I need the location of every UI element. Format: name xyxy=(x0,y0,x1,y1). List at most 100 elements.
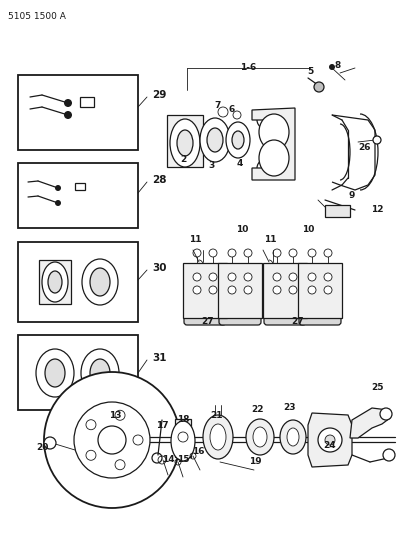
Circle shape xyxy=(64,111,72,119)
Circle shape xyxy=(313,82,323,92)
Circle shape xyxy=(44,372,180,508)
Text: 2: 2 xyxy=(180,156,186,165)
Ellipse shape xyxy=(177,130,193,156)
Ellipse shape xyxy=(42,262,68,302)
Text: 10: 10 xyxy=(235,225,247,235)
Ellipse shape xyxy=(202,415,232,459)
Circle shape xyxy=(227,286,236,294)
Text: 6: 6 xyxy=(228,106,234,115)
Circle shape xyxy=(227,249,236,257)
Text: 30: 30 xyxy=(152,263,166,273)
Text: 1-6: 1-6 xyxy=(239,63,256,72)
Ellipse shape xyxy=(81,349,119,397)
Circle shape xyxy=(227,273,236,281)
Ellipse shape xyxy=(209,424,225,450)
Text: 23: 23 xyxy=(283,403,296,413)
Text: 19: 19 xyxy=(248,457,261,466)
Text: 17: 17 xyxy=(155,421,168,430)
Text: 14: 14 xyxy=(161,456,174,464)
Circle shape xyxy=(44,437,56,449)
Text: 5: 5 xyxy=(306,68,312,77)
Circle shape xyxy=(209,273,216,281)
Circle shape xyxy=(307,249,315,257)
Bar xyxy=(80,97,94,107)
Ellipse shape xyxy=(207,128,222,152)
Circle shape xyxy=(307,286,315,294)
Ellipse shape xyxy=(245,419,273,455)
Text: 31: 31 xyxy=(152,353,166,363)
Text: 20: 20 xyxy=(36,443,48,453)
Ellipse shape xyxy=(200,118,229,162)
Circle shape xyxy=(64,99,72,107)
Circle shape xyxy=(379,408,391,420)
Text: 24: 24 xyxy=(323,440,335,449)
Text: 25: 25 xyxy=(371,384,383,392)
Circle shape xyxy=(324,435,334,445)
Circle shape xyxy=(328,64,334,70)
Bar xyxy=(218,263,261,318)
Text: 10: 10 xyxy=(301,225,313,235)
Ellipse shape xyxy=(258,140,288,176)
Circle shape xyxy=(317,428,341,452)
Ellipse shape xyxy=(279,420,305,454)
Circle shape xyxy=(288,249,296,257)
FancyBboxPatch shape xyxy=(298,297,340,325)
Circle shape xyxy=(288,286,296,294)
Bar xyxy=(175,419,191,457)
Circle shape xyxy=(178,432,188,442)
Text: 11: 11 xyxy=(263,236,276,245)
Circle shape xyxy=(86,419,96,430)
Bar xyxy=(324,205,349,217)
Circle shape xyxy=(272,249,280,257)
Circle shape xyxy=(115,410,125,421)
Circle shape xyxy=(193,273,200,281)
Circle shape xyxy=(323,286,331,294)
FancyBboxPatch shape xyxy=(218,297,261,325)
Circle shape xyxy=(382,449,394,461)
Bar xyxy=(262,263,306,318)
Polygon shape xyxy=(252,108,294,180)
Circle shape xyxy=(272,273,280,281)
Ellipse shape xyxy=(171,421,195,461)
Circle shape xyxy=(209,286,216,294)
Circle shape xyxy=(193,249,200,257)
Text: 28: 28 xyxy=(152,175,166,185)
Text: 5105 1500 A: 5105 1500 A xyxy=(8,12,66,21)
Circle shape xyxy=(209,249,216,257)
Bar xyxy=(166,115,202,167)
Polygon shape xyxy=(349,408,389,438)
Circle shape xyxy=(55,185,61,191)
Ellipse shape xyxy=(90,268,110,296)
Bar xyxy=(18,242,138,322)
Ellipse shape xyxy=(231,131,243,149)
Text: 11: 11 xyxy=(188,236,201,245)
Text: 27: 27 xyxy=(291,318,303,327)
Circle shape xyxy=(323,249,331,257)
Circle shape xyxy=(288,273,296,281)
Circle shape xyxy=(372,136,380,144)
Text: 8: 8 xyxy=(334,61,340,69)
Bar xyxy=(297,263,341,318)
Bar xyxy=(18,163,138,228)
Text: 21: 21 xyxy=(210,410,223,419)
Ellipse shape xyxy=(225,122,249,158)
Ellipse shape xyxy=(258,114,288,150)
Text: 26: 26 xyxy=(358,143,370,152)
Circle shape xyxy=(193,286,200,294)
Polygon shape xyxy=(307,413,351,467)
Ellipse shape xyxy=(48,271,62,293)
Circle shape xyxy=(307,273,315,281)
Circle shape xyxy=(243,273,252,281)
Text: 15: 15 xyxy=(176,456,189,464)
Bar xyxy=(39,260,71,304)
Text: 22: 22 xyxy=(251,406,264,415)
Circle shape xyxy=(55,200,61,206)
Circle shape xyxy=(74,402,150,478)
Text: 13: 13 xyxy=(108,410,121,419)
Ellipse shape xyxy=(252,427,266,447)
Text: 4: 4 xyxy=(236,158,243,167)
Bar xyxy=(18,75,138,150)
Bar xyxy=(182,263,227,318)
Circle shape xyxy=(243,286,252,294)
Text: 16: 16 xyxy=(191,448,204,456)
